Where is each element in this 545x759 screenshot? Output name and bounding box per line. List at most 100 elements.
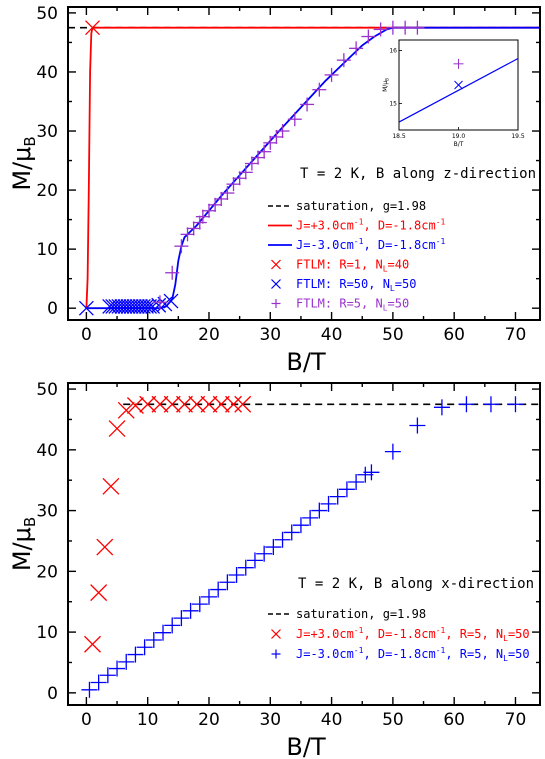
legend-text: , D=-1.8cm (363, 238, 435, 252)
series-1-point-14-b (225, 395, 242, 413)
inset-x-tick-label: 19.5 (511, 133, 525, 140)
legend-superscript: -1 (436, 218, 446, 227)
y-tick-label: 40 (36, 63, 58, 83)
legend-swatch-2 (271, 649, 281, 659)
legend-text: saturation, g=1.98 (296, 607, 426, 621)
series-1-point-5-b (117, 401, 135, 419)
legend-superscript: -1 (354, 646, 364, 655)
x-tick-label: 70 (505, 710, 527, 730)
series-1-markers (84, 395, 252, 653)
legend-text: saturation, g=1.98 (296, 199, 426, 213)
x-tick-label: 10 (137, 325, 159, 345)
legend-superscript: -1 (436, 626, 446, 635)
legend-label-1: J=+3.0cm-1, D=-1.8cm-1 (296, 218, 446, 233)
series-4-point-0-b (78, 300, 94, 316)
legend-text: =50 (508, 627, 530, 641)
legend-label-0: saturation, g=1.98 (296, 607, 426, 621)
legend-text: FTLM: R=5, N (296, 297, 383, 311)
legend-marker-3-b (271, 259, 281, 270)
inset-x-tick-label: 19.0 (452, 133, 466, 140)
inset-y-label: M/μB (382, 78, 390, 92)
series-1-point-12-b (200, 395, 218, 413)
legend-text: J=+3.0cm (296, 219, 354, 233)
y-tick-label: 0 (47, 299, 58, 319)
x-tick-label: 30 (259, 710, 281, 730)
legend-text: =50 (395, 277, 417, 291)
inset-x-label: B/T (454, 141, 464, 148)
panel-bottom: 0 10 20 30 40 50 60 70 0 10 20 30 40 50 B/T M/μB T = 2 K… (8, 380, 541, 759)
x-tick-label: 60 (443, 325, 465, 345)
series-1-point-8-b (151, 395, 169, 413)
x-axis-label: B/T (286, 348, 326, 376)
inset-y-tick-label: 16 (389, 48, 397, 55)
y-axis-label-main: M/μ (8, 527, 36, 571)
inset-x-marker-b (454, 80, 463, 90)
legend-text: FTLM: R=1, N (296, 258, 383, 272)
inset: 18.5 19.0 19.5 15 16 B/T M/μB (382, 39, 525, 148)
legend-subscript: L (383, 304, 388, 313)
x-tick-label: 40 (321, 325, 343, 345)
condition-annotation: T = 2 K, B along z-direction (300, 166, 536, 182)
legend-marker-4-b (271, 279, 281, 289)
legend-text: , R=5, N (445, 627, 503, 641)
legend-text: =50 (388, 297, 410, 311)
legend-label-2: J=-3.0cm-1, D=-1.8cm-1 (296, 237, 446, 252)
legend-text: J=-3.0cm (296, 238, 354, 252)
legend-swatch-4 (271, 279, 281, 289)
inset-x-tick-label: 18.5 (392, 133, 406, 140)
legend-subscript: L (390, 284, 395, 293)
series-4-point-18-b (163, 293, 179, 309)
legend-text: J=-3.0cm (296, 647, 354, 661)
y-axis-label-sub: B (21, 136, 39, 146)
series-1-point-2-b (96, 538, 114, 556)
legend-superscript: -1 (354, 237, 364, 246)
series-2-markers (81, 396, 524, 698)
x-tick-label: 40 (321, 710, 343, 730)
y-tick-label: 50 (36, 4, 58, 24)
series-1-point-15-b (234, 395, 252, 413)
inset-y-tick-label: 15 (389, 101, 397, 108)
series-1-point-6-b (126, 397, 144, 414)
series-4-markers (78, 293, 179, 316)
series-1-point-9-b (163, 395, 181, 413)
y-tick-label: 20 (36, 181, 58, 201)
legend-text: , D=-1.8cm (363, 219, 435, 233)
y-tick-label: 10 (36, 623, 58, 643)
legend-swatch-1 (271, 629, 281, 639)
inset-y-label-main: M/μ (382, 81, 389, 92)
series-3-point-0-b (85, 20, 100, 36)
legend-superscript: -1 (354, 218, 364, 227)
legend-label-0: saturation, g=1.98 (296, 199, 426, 213)
legend-superscript: -1 (436, 646, 446, 655)
legend-label-4: FTLM: R=50, NL=50 (296, 277, 416, 293)
series-1-point-0-b (84, 635, 101, 653)
legend-text: , D=-1.8cm (363, 627, 435, 641)
legend-subscript: L (503, 634, 508, 643)
condition-annotation: T = 2 K, B along x-direction (298, 576, 534, 592)
legend-text: =40 (388, 258, 410, 272)
legend-marker-1-b (271, 629, 281, 639)
x-tick-label: 20 (198, 710, 220, 730)
legend: saturation, g=1.98 J=+3.0cm-1, D=-1.8cm-1… (268, 607, 530, 663)
series-1-point-4-b (108, 420, 126, 438)
y-tick-label: 0 (47, 684, 58, 704)
y-axis-label-main: M/μ (8, 147, 36, 191)
series-5-markers (152, 20, 425, 310)
y-axis-label: M/μB (8, 136, 39, 190)
legend-superscript: -1 (436, 237, 446, 246)
legend-label-2: J=-3.0cm-1, D=-1.8cm-1, R=5, NL=50 (296, 646, 530, 663)
series-1-point-13-b (212, 395, 230, 413)
x-tick-label: 10 (137, 710, 159, 730)
inset-curve (398, 58, 519, 123)
y-tick-label: 10 (36, 240, 58, 260)
x-tick-label: 60 (443, 710, 465, 730)
legend-label-1: J=+3.0cm-1, D=-1.8cm-1, R=5, NL=50 (296, 626, 530, 643)
axes-frame (67, 382, 541, 706)
series-1-point-1-b (90, 584, 108, 602)
y-tick-label: 30 (36, 122, 58, 142)
x-tick-label: 0 (81, 325, 92, 345)
x-tick-label: 20 (198, 325, 220, 345)
series-4-point-16-b (151, 297, 167, 313)
inset-y-label-sub: B (385, 78, 390, 81)
